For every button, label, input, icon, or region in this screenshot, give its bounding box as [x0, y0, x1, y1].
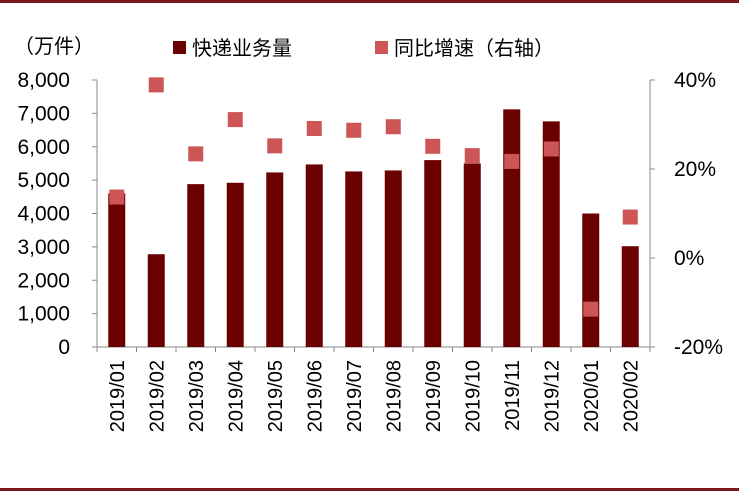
tick-labels: 0 1,000 2,000 3,000 4,000 5,000 6,000 7,000 8,00… [17, 69, 723, 432]
growth-marker [109, 189, 125, 205]
volume-bar [305, 164, 323, 347]
bars [108, 109, 639, 348]
category-label: 2020/01 [581, 360, 603, 432]
growth-marker [504, 153, 520, 169]
volume-bar [108, 193, 126, 347]
volume-bar [147, 254, 165, 347]
right-tick-label: 40% [674, 69, 716, 92]
legend-label-volume: 快递业务量 [192, 36, 292, 60]
growth-marker [583, 301, 599, 317]
category-label: 2019/08 [383, 360, 405, 432]
category-label: 2019/10 [462, 360, 484, 432]
top-border [0, 0, 739, 3]
volume-bar [384, 170, 402, 347]
growth-marker [188, 146, 204, 162]
volume-bar [542, 121, 560, 347]
left-tick-label: 5,000 [17, 169, 70, 192]
volume-bar [463, 163, 481, 347]
volume-bar [226, 182, 244, 347]
volume-bar [187, 184, 205, 347]
volume-bar [345, 171, 363, 347]
left-tick-label: 6,000 [17, 136, 70, 159]
left-tick-label: 2,000 [17, 269, 70, 292]
legend-label-growth: 同比增速（右轴） [394, 36, 554, 60]
right-tick-label: -20% [674, 336, 723, 359]
left-tick-label: 0 [58, 336, 70, 359]
growth-markers [109, 77, 638, 317]
volume-bar [266, 172, 284, 347]
category-label: 2019/04 [225, 360, 247, 432]
right-tick-label: 20% [674, 158, 716, 181]
volume-bar [621, 246, 639, 347]
category-label: 2019/07 [344, 360, 366, 432]
unit-label: （万件） [14, 34, 94, 58]
category-label: 2019/09 [423, 360, 445, 432]
category-label: 2019/05 [265, 360, 287, 432]
legend: 快递业务量 同比增速（右轴） [173, 36, 554, 60]
volume-bar [424, 160, 442, 347]
growth-marker [227, 112, 243, 128]
left-tick-label: 8,000 [17, 69, 70, 92]
growth-marker [622, 209, 638, 225]
left-tick-label: 1,000 [17, 303, 70, 326]
growth-marker [148, 77, 164, 93]
legend-swatch-growth [375, 41, 388, 54]
legend-swatch-volume [173, 41, 186, 54]
axes [92, 79, 655, 352]
growth-marker [267, 138, 283, 154]
left-tick-label: 7,000 [17, 102, 70, 125]
left-tick-label: 3,000 [17, 236, 70, 259]
growth-marker [425, 138, 441, 154]
growth-marker [464, 148, 480, 164]
category-label: 2019/12 [541, 360, 563, 432]
category-label: 2019/11 [502, 360, 524, 431]
growth-marker [346, 122, 362, 138]
category-label: 2019/02 [146, 360, 168, 432]
category-label: 2019/06 [304, 360, 326, 432]
growth-marker [385, 119, 401, 135]
category-label: 2019/03 [186, 360, 208, 432]
volume-bar [582, 213, 600, 347]
left-tick-label: 4,000 [17, 203, 70, 226]
category-label: 2020/02 [620, 360, 642, 432]
growth-marker [543, 141, 559, 157]
growth-marker [306, 121, 322, 137]
volume-bar [503, 109, 521, 348]
bottom-border [0, 488, 739, 491]
category-label: 2019/01 [107, 360, 129, 432]
right-tick-label: 0% [674, 247, 704, 270]
